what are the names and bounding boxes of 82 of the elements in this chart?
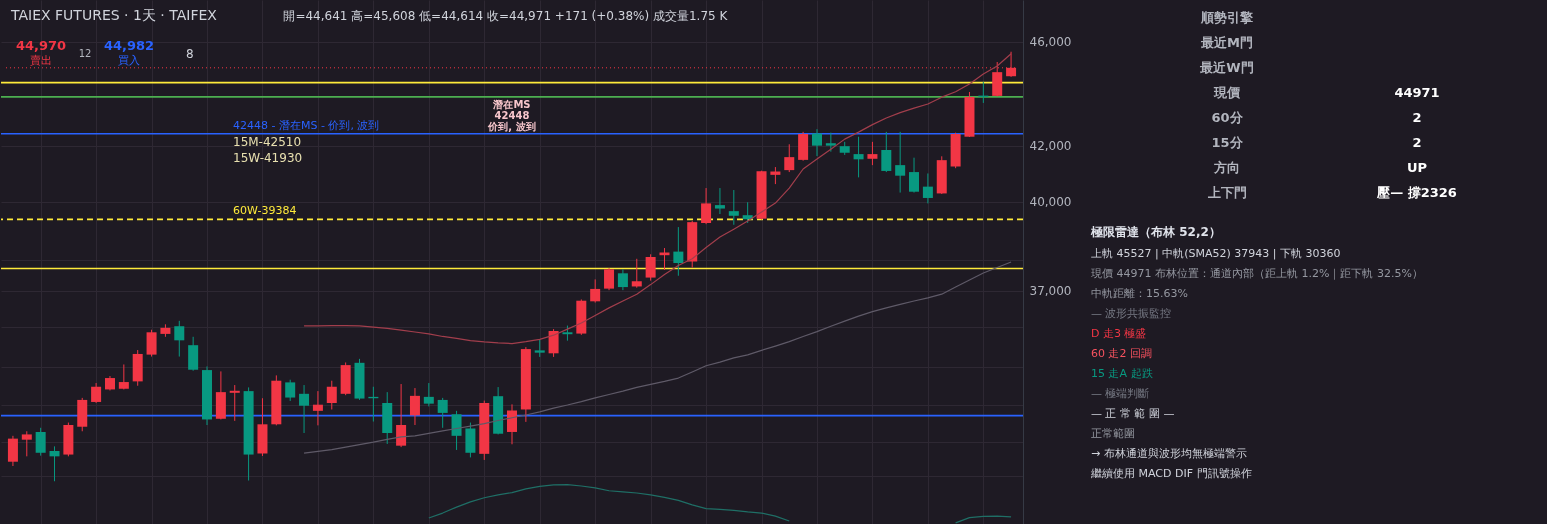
y-tick-label: 46,000 — [1029, 35, 1072, 50]
candlestick — [617, 268, 628, 291]
candlestick — [299, 384, 310, 434]
y-tick-label: 40,000 — [1029, 195, 1072, 210]
candlestick — [701, 187, 712, 225]
text: — 波形共振監控 — [1091, 307, 1172, 320]
text: 現價 44971 布林位置：通道內部（距上軌 1.2%｜距下軌 32.5%） — [1091, 267, 1423, 280]
annotation: 44,982 — [103, 38, 155, 53]
candlestick — [922, 172, 933, 204]
candlestick — [423, 382, 434, 407]
category-label: 現價 — [1213, 85, 1241, 100]
candlestick — [507, 403, 517, 445]
ref-line-label: 42448 - 潛在MS - 价到, 波到 — [233, 118, 380, 132]
text: 44971 — [1394, 85, 1440, 100]
candlestick — [35, 427, 46, 457]
annotation: 買入 — [118, 54, 140, 67]
candlestick — [548, 328, 559, 358]
category-label: 60分 — [1211, 110, 1244, 125]
candlestick — [895, 131, 906, 194]
text: 2 — [1412, 110, 1422, 125]
candlestick — [285, 379, 296, 402]
text: 正常範圍 — [1091, 427, 1135, 440]
candlestick — [396, 383, 407, 448]
category-label: 15分 — [1211, 135, 1244, 150]
category-label: 上下門 — [1206, 185, 1247, 200]
text: 60 走2 回調 — [1091, 347, 1152, 360]
candlestick — [49, 445, 60, 482]
text: 2 — [1412, 135, 1422, 150]
text: UP — [1406, 160, 1428, 175]
candlestick — [590, 278, 601, 304]
candlestick — [714, 187, 725, 215]
candlestick — [673, 226, 684, 277]
candlestick — [867, 141, 878, 166]
line-series — [303, 261, 1012, 454]
annotation: 15M-42510 — [233, 135, 302, 149]
candlestick — [631, 258, 642, 289]
candlestick — [326, 380, 337, 410]
text: TAIEX FUTURES · 1天 · TAIFEX — [10, 7, 218, 23]
candlestick — [451, 410, 462, 451]
annotation: 15W-41930 — [233, 151, 303, 165]
text: 上軌 45527 | 中軌(SMA52) 37943 | 下軌 30360 — [1091, 247, 1341, 260]
candlestick — [7, 435, 18, 467]
candlestick — [645, 253, 656, 282]
category-label: 最近M門 — [1200, 35, 1253, 50]
candlestick — [21, 430, 32, 457]
candlestick — [881, 131, 892, 173]
text: D 走3 極盛 — [1091, 327, 1147, 340]
text: 開=44,641 高=45,608 低=44,614 收=44,971 +171 (+0.38%) 成交量1.75 K — [283, 9, 729, 23]
annotation: 賣出 — [30, 54, 52, 67]
candlestick — [409, 387, 420, 426]
candlestick — [784, 143, 795, 173]
annotation: 潛在MS 42448 价到, 波到 — [487, 98, 536, 132]
text: 15 走A 起跌 — [1091, 367, 1153, 380]
candlestick — [825, 132, 836, 153]
category-label: 最近W門 — [1199, 60, 1254, 75]
candlestick — [604, 267, 615, 291]
candlestick — [909, 157, 920, 194]
candlestick — [91, 382, 102, 404]
y-tick-label: 37,000 — [1029, 284, 1072, 299]
annotation: 12 — [78, 48, 92, 59]
annotation: 8 — [186, 47, 194, 61]
candlestick — [853, 136, 864, 178]
text: 極限雷達（布林 52,2） — [1090, 225, 1221, 239]
text: — 正 常 範 圍 — — [1091, 407, 1175, 420]
candlestick — [437, 397, 448, 429]
category-label: 方向 — [1213, 160, 1240, 175]
ref-line-label: 60W-39384 — [233, 204, 297, 218]
candlestick — [229, 384, 240, 422]
annotation: 44,970 — [15, 38, 67, 53]
text: 繼續使用 MACD DIF 門訊號操作 — [1090, 467, 1252, 480]
candlestick — [118, 363, 129, 390]
candlestick — [811, 128, 822, 157]
candlestick — [146, 329, 157, 358]
y-tick-label: 42,000 — [1029, 139, 1072, 154]
text: 中軌距離：15.63% — [1091, 287, 1188, 300]
candlestick — [728, 189, 739, 226]
text: 壓— 撐2326 — [1377, 185, 1457, 200]
text: — 極端判斷 — [1091, 387, 1150, 400]
text: → 布林通道與波形均無極端警示 — [1091, 447, 1247, 460]
category-label: 順勢引擎 — [1200, 10, 1254, 25]
candlestick — [312, 390, 323, 426]
candlestick — [174, 320, 185, 358]
